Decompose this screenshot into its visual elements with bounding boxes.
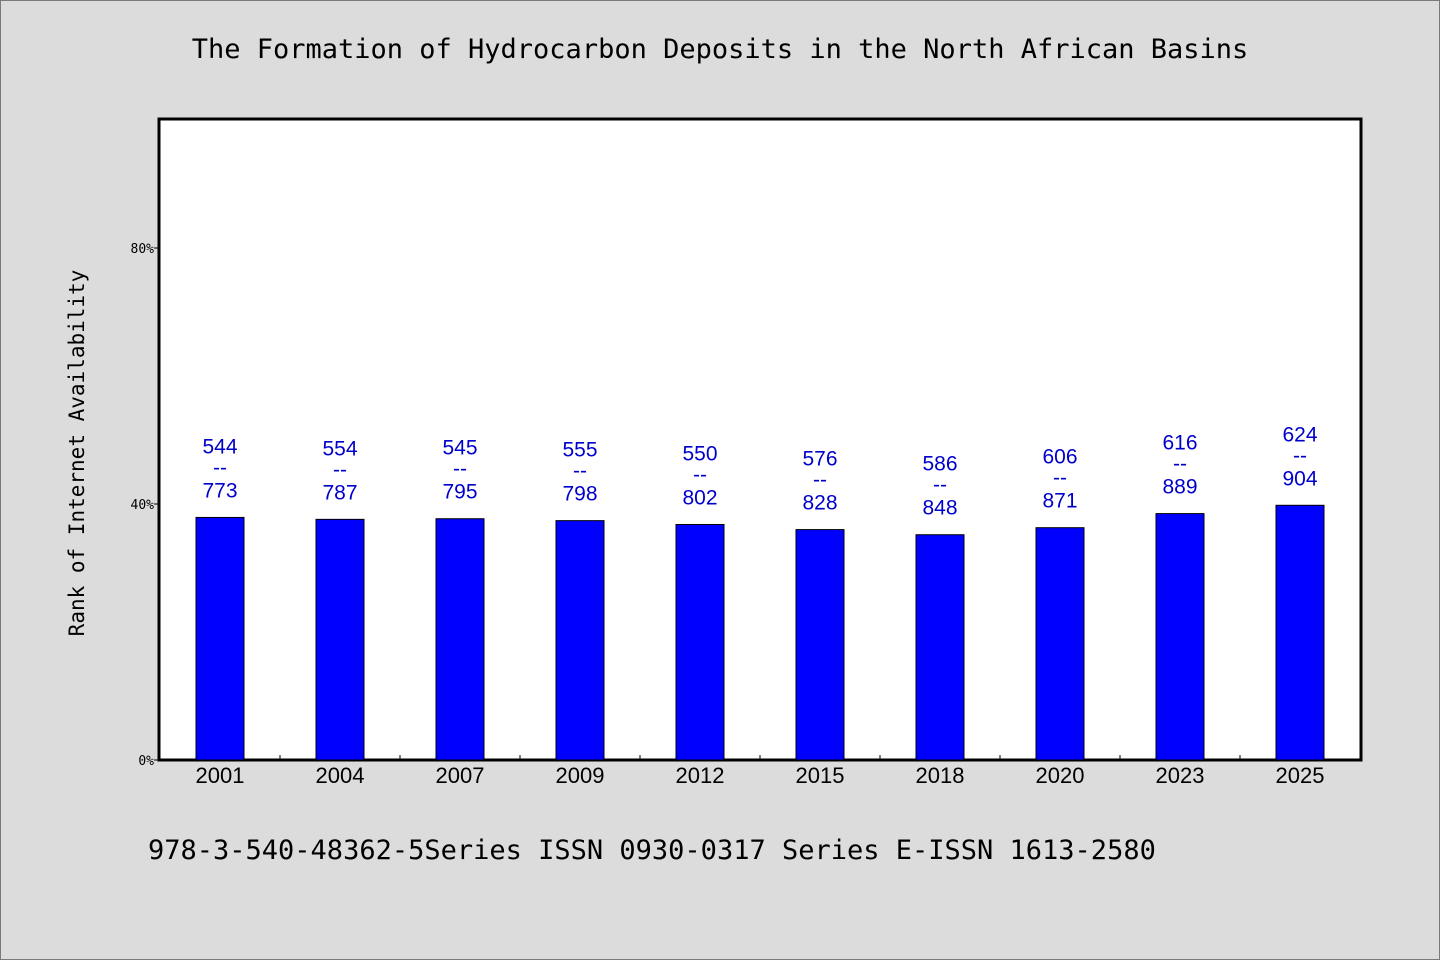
x-tick-label: 2007 xyxy=(436,763,485,788)
bar-2001 xyxy=(195,516,245,761)
data-label: 555 xyxy=(562,439,597,462)
bars xyxy=(195,504,1325,761)
data-label: 889 xyxy=(1162,476,1197,499)
data-label: -- xyxy=(693,463,707,486)
data-label: 798 xyxy=(562,483,597,506)
data-label: 545 xyxy=(442,437,477,460)
x-axis-ticks: 2001 2004 2007 2009 2012 2015 2018 2020 2023 2025 xyxy=(196,755,1325,788)
data-label: 904 xyxy=(1282,467,1317,490)
bar-2007 xyxy=(435,518,485,761)
x-tick-label: 2023 xyxy=(1156,763,1205,788)
bar-2025 xyxy=(1275,504,1325,761)
data-label: 848 xyxy=(922,497,957,520)
data-label: -- xyxy=(813,469,827,492)
y-tick-label: 0% xyxy=(138,754,154,769)
data-label: -- xyxy=(453,458,467,481)
data-label: 795 xyxy=(442,481,477,504)
data-label: 544 xyxy=(202,435,237,458)
data-label: 871 xyxy=(1042,490,1077,513)
bar-2009 xyxy=(555,520,605,761)
data-label: -- xyxy=(1173,453,1187,476)
bar-2023 xyxy=(1155,513,1205,761)
y-tick-label: 80% xyxy=(131,242,155,257)
data-label: -- xyxy=(333,458,347,481)
data-label: -- xyxy=(573,460,587,483)
chart-title: The Formation of Hydrocarbon Deposits in… xyxy=(191,34,1249,65)
data-label: 550 xyxy=(682,442,717,465)
data-label: 773 xyxy=(202,479,237,502)
x-tick-label: 2025 xyxy=(1276,763,1325,788)
y-tick-label: 40% xyxy=(131,498,155,513)
bar-2018 xyxy=(915,534,965,761)
x-tick-label: 2015 xyxy=(796,763,845,788)
x-tick-label: 2004 xyxy=(316,763,365,788)
data-label: 586 xyxy=(922,453,957,476)
bar-2020 xyxy=(1035,527,1085,761)
data-label: 828 xyxy=(802,492,837,515)
x-tick-label: 2020 xyxy=(1036,763,1085,788)
bar-2004 xyxy=(315,518,365,761)
data-label: 616 xyxy=(1162,432,1197,455)
data-label: 624 xyxy=(1282,423,1317,446)
x-tick-label: 2009 xyxy=(556,763,605,788)
bar-value-labels: 544--773554--787545--795555--798550--802… xyxy=(202,423,1317,519)
bar-2015 xyxy=(795,529,845,761)
data-label: -- xyxy=(213,456,227,479)
data-label: 606 xyxy=(1042,446,1077,469)
x-tick-label: 2012 xyxy=(676,763,725,788)
bar-2012 xyxy=(675,523,725,761)
footer-isbn-text: 978-3-540-48362-5Series ISSN 0930-0317 S… xyxy=(148,835,1156,866)
x-tick-label: 2001 xyxy=(196,763,245,788)
data-label: 554 xyxy=(322,437,357,460)
data-label: -- xyxy=(1053,467,1067,490)
data-label: -- xyxy=(933,474,947,497)
data-label: 787 xyxy=(322,481,357,504)
data-label: -- xyxy=(1293,444,1307,467)
y-axis-ticks: 0% 40% 80% xyxy=(131,242,160,769)
data-label: 576 xyxy=(802,448,837,471)
data-label: 802 xyxy=(682,486,717,509)
x-tick-label: 2018 xyxy=(916,763,965,788)
